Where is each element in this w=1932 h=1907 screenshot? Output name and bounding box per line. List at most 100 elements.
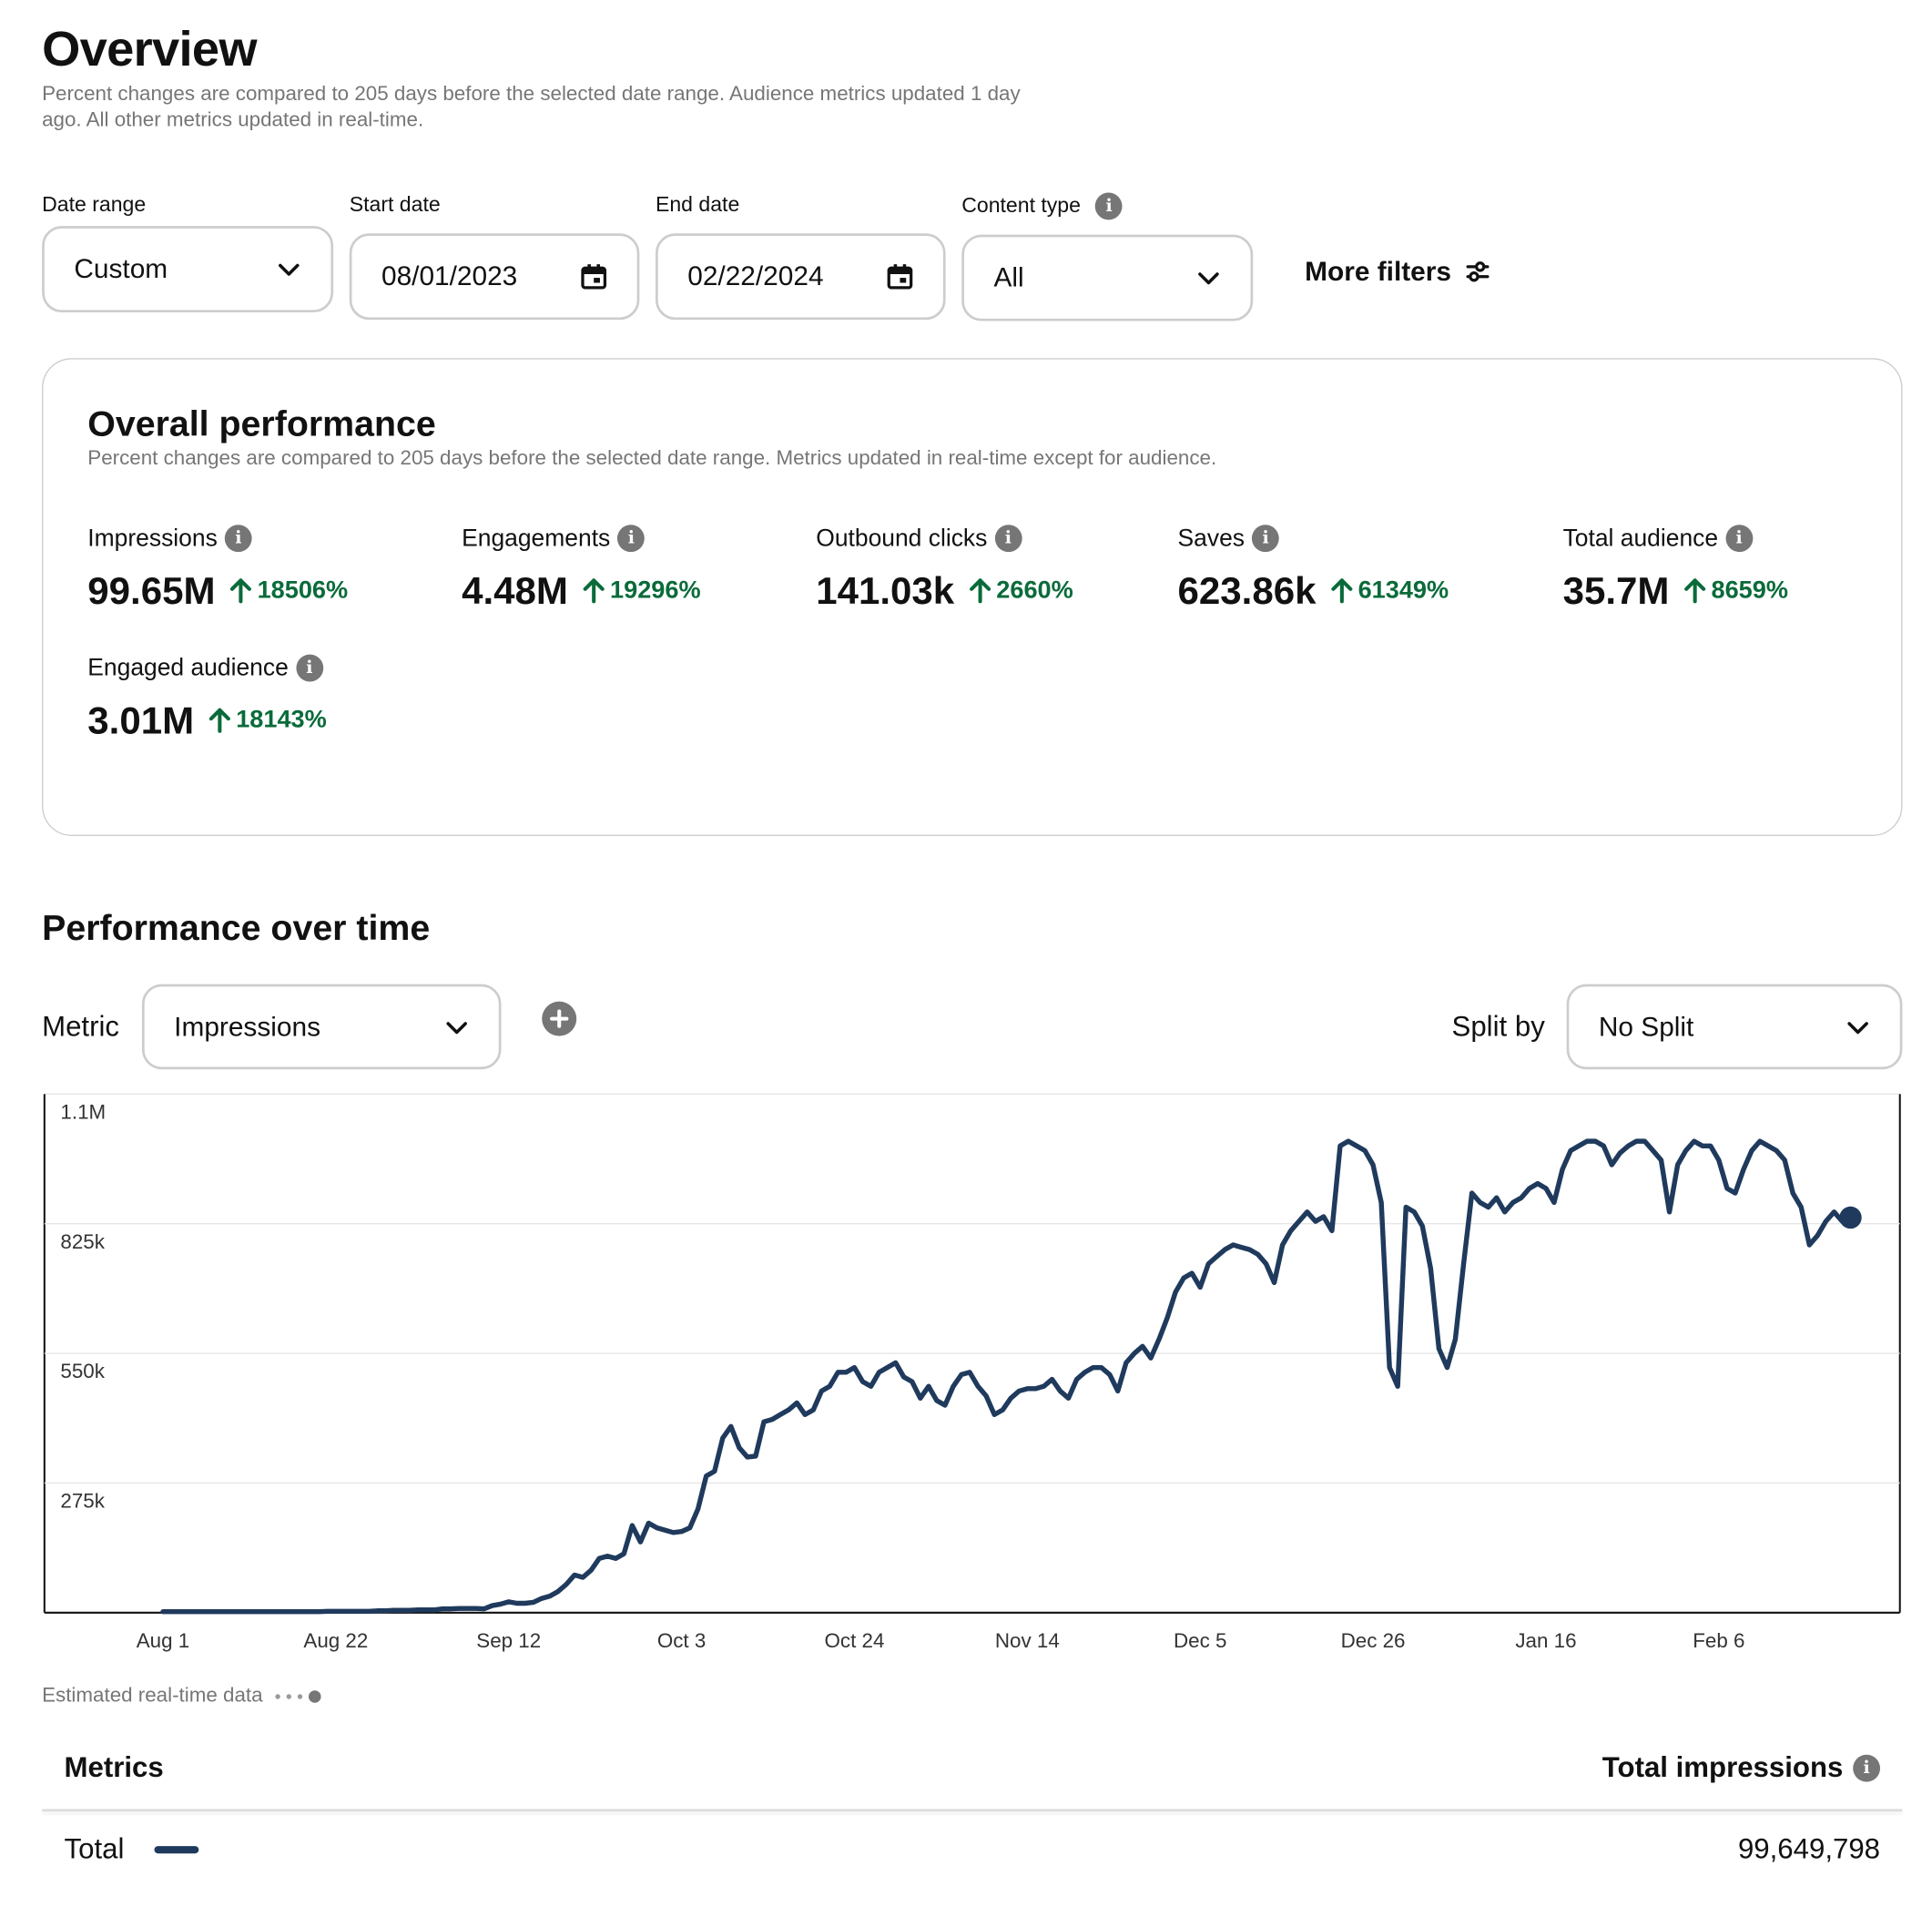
metric-change: 18143%	[208, 705, 327, 734]
metric-select-value: Impressions	[174, 1010, 320, 1042]
metric-label: Saves	[1177, 524, 1246, 552]
metric-select-label: Metric	[42, 1010, 120, 1043]
metric-change: 61349%	[1331, 576, 1449, 605]
metric-outbound-clicks[interactable]: Outbound clicks i 141.03k 2660%	[816, 523, 1073, 614]
content-type-value: All	[993, 261, 1024, 293]
table-divider	[42, 1809, 1903, 1812]
y-tick-label: 550k	[60, 1360, 105, 1382]
overall-performance-subtitle: Percent changes are compared to 205 days…	[87, 446, 1217, 470]
metric-label: Engagements	[462, 524, 611, 552]
date-range-value: Custom	[74, 252, 168, 284]
metric-label: Total audience	[1562, 524, 1719, 552]
metric-change-value: 61349%	[1357, 576, 1449, 604]
arrow-up-icon	[209, 708, 231, 733]
split-by-select[interactable]: No Split	[1566, 984, 1903, 1070]
metric-label: Engaged audience	[87, 653, 289, 681]
last-data-point	[1839, 1206, 1862, 1229]
table-header-metrics: Metrics	[64, 1750, 164, 1783]
estimated-data-label: Estimated real-time data	[42, 1684, 263, 1707]
split-by-value: No Split	[1598, 1010, 1694, 1042]
impressions-series-line	[160, 1138, 1846, 1615]
x-tick-label: Sep 12	[476, 1629, 541, 1652]
metric-change: 19296%	[583, 576, 701, 605]
x-tick-label: Feb 6	[1693, 1629, 1744, 1652]
content-type-label-group: Content type i	[961, 192, 1124, 220]
metric-value: 3.01M	[87, 699, 195, 742]
metric-select[interactable]: Impressions	[141, 984, 502, 1070]
add-metric-button[interactable]	[542, 1001, 577, 1036]
metric-engagements[interactable]: Engagements i 4.48M 19296%	[462, 523, 700, 614]
date-range-select[interactable]: Custom	[42, 226, 334, 313]
y-tick-label: 275k	[60, 1490, 105, 1513]
calendar-icon	[581, 264, 607, 290]
start-date-input[interactable]: 08/01/2023	[349, 233, 640, 321]
metric-label: Impressions	[87, 524, 218, 552]
calendar-icon	[887, 264, 913, 290]
more-filters-button[interactable]: More filters	[1305, 256, 1490, 288]
metric-change-value: 18506%	[257, 576, 349, 604]
metric-total-audience[interactable]: Total audience i 35.7M 8659%	[1563, 523, 1788, 614]
content-type-label: Content type	[961, 193, 1081, 218]
content-type-select[interactable]: All	[961, 234, 1254, 321]
info-icon[interactable]: i	[224, 525, 252, 553]
info-icon[interactable]: i	[1252, 525, 1279, 553]
metric-change: 18506%	[230, 576, 348, 605]
x-tick-label: Aug 22	[303, 1629, 368, 1652]
x-tick-label: Oct 24	[825, 1629, 885, 1652]
overall-performance-card	[42, 358, 1903, 836]
metric-impressions[interactable]: Impressions i 99.65M 18506%	[87, 523, 348, 614]
chevron-down-icon	[446, 1021, 467, 1034]
row-label: Total	[64, 1832, 125, 1865]
info-icon[interactable]: i	[295, 654, 323, 682]
arrow-up-icon	[970, 578, 991, 604]
end-date-label: End date	[655, 192, 740, 217]
overall-performance-title: Overall performance	[87, 404, 436, 445]
info-icon[interactable]: i	[617, 525, 646, 553]
metric-change-value: 2660%	[996, 576, 1073, 604]
more-filters-label: More filters	[1305, 255, 1451, 287]
split-by-label: Split by	[1451, 1010, 1545, 1043]
x-tick-label: Jan 16	[1515, 1629, 1576, 1652]
impressions-line-chart[interactable]: 1.1M 825k 550k 275k Aug 1 Aug 22 Sep 12 Oct 3 Oc…	[43, 1093, 1902, 1661]
chevron-down-icon	[1847, 1021, 1868, 1034]
series-swatch	[153, 1845, 198, 1853]
metric-engaged-audience[interactable]: Engaged audience i 3.01M 18143%	[87, 652, 326, 743]
metric-value: 141.03k	[816, 569, 955, 613]
x-tick-label: Dec 5	[1174, 1629, 1226, 1652]
page-title: Overview	[42, 22, 257, 77]
end-date-input[interactable]: 02/22/2024	[655, 233, 946, 321]
metric-label: Outbound clicks	[816, 524, 988, 552]
x-tick-label: Oct 3	[657, 1629, 706, 1652]
metric-value: 35.7M	[1562, 569, 1670, 613]
plus-icon	[550, 1009, 569, 1028]
dotted-line-icon	[275, 1689, 321, 1703]
chevron-down-icon	[279, 263, 300, 276]
metric-change: 8659%	[1684, 576, 1788, 605]
metric-value: 99.65M	[87, 569, 216, 613]
metric-value: 623.86k	[1177, 569, 1317, 613]
arrow-up-icon	[1684, 578, 1706, 604]
arrow-up-icon	[230, 578, 252, 604]
table-row: Total	[65, 1832, 198, 1866]
info-icon[interactable]: i	[994, 525, 1022, 553]
performance-over-time-title: Performance over time	[42, 908, 431, 949]
chevron-down-icon	[1198, 272, 1219, 285]
metric-change-value: 18143%	[236, 705, 327, 733]
info-icon[interactable]: i	[1725, 525, 1754, 553]
table-header-total: Total impressions i	[1602, 1751, 1881, 1785]
x-tick-label: Nov 14	[995, 1629, 1060, 1652]
start-date-value: 08/01/2023	[381, 260, 518, 291]
row-value: 99,649,798	[1737, 1832, 1881, 1865]
info-icon[interactable]: i	[1853, 1754, 1881, 1781]
date-range-label: Date range	[42, 192, 147, 217]
metric-value: 4.48M	[462, 569, 568, 613]
estimated-data-legend: Estimated real-time data	[42, 1684, 321, 1708]
filter-sliders-icon	[1465, 261, 1489, 282]
info-icon[interactable]: i	[1095, 192, 1124, 220]
arrow-up-icon	[1331, 578, 1353, 604]
metric-change-value: 8659%	[1711, 576, 1788, 604]
y-tick-label: 1.1M	[60, 1100, 106, 1123]
metric-saves[interactable]: Saves i 623.86k 61349%	[1178, 523, 1449, 614]
end-date-value: 02/22/2024	[687, 260, 824, 291]
x-tick-label: Aug 1	[137, 1629, 189, 1652]
